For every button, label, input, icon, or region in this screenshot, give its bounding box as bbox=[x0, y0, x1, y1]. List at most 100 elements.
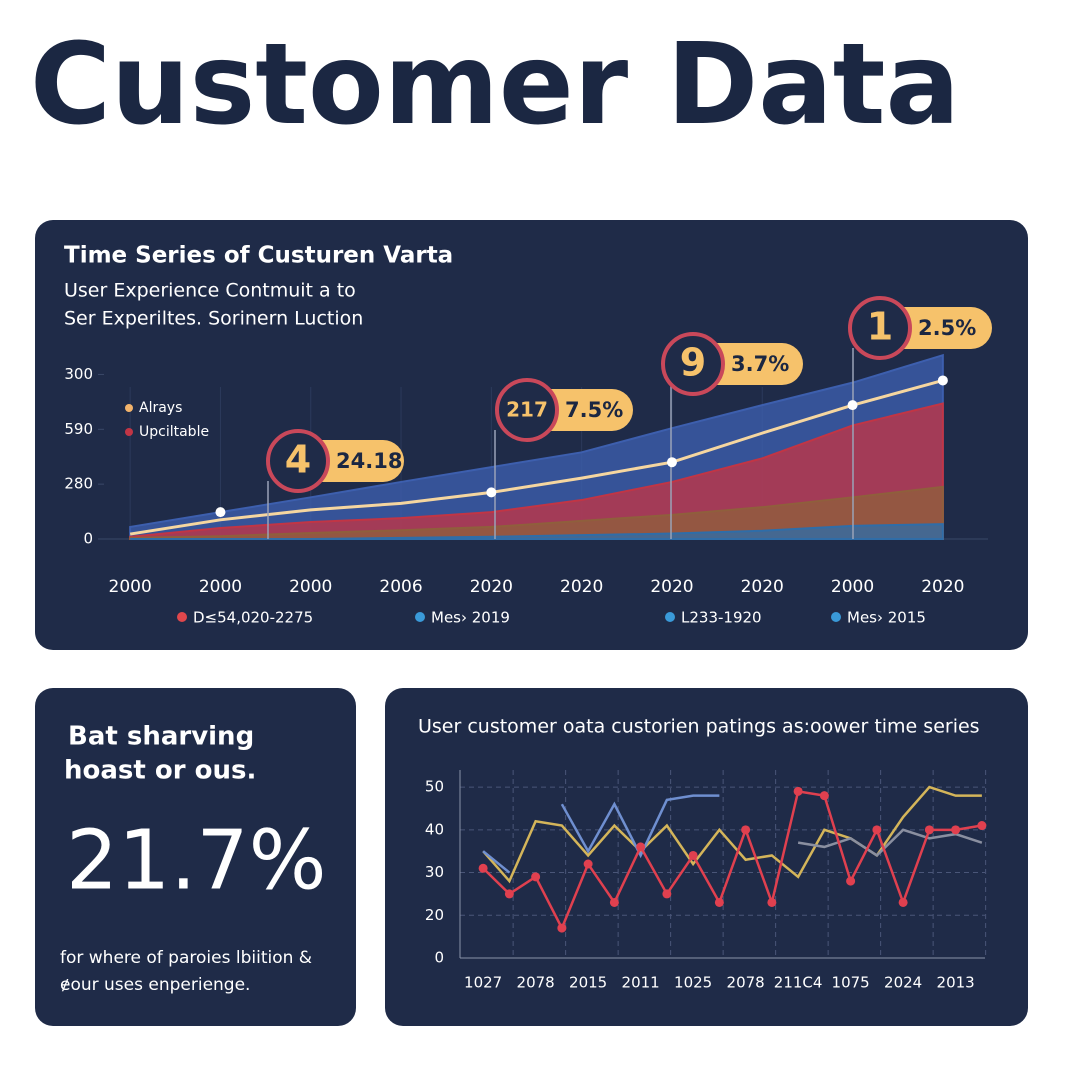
legend-label: Alrays bbox=[139, 400, 182, 416]
x-tick-label: 2078 bbox=[517, 974, 555, 992]
area bbox=[130, 523, 944, 540]
annotation-value: 7.5% bbox=[565, 398, 623, 422]
point bbox=[924, 825, 934, 835]
point bbox=[215, 507, 226, 518]
chart-title: User customer oata custorien patings as:… bbox=[418, 716, 980, 738]
card-caption: for where of paroies lbiition & bbox=[60, 948, 312, 968]
card bbox=[385, 688, 1028, 1026]
annotation-label: 4 bbox=[285, 438, 311, 482]
point bbox=[662, 889, 672, 899]
card-heading: Bat sharving bbox=[68, 722, 254, 752]
legend-label: L233-1920 bbox=[681, 609, 762, 627]
y-tick-label: 50 bbox=[425, 778, 444, 796]
annotation-value: 2.5% bbox=[918, 316, 976, 340]
line bbox=[129, 379, 944, 536]
point bbox=[819, 791, 829, 801]
point bbox=[531, 872, 541, 882]
legend-swatch bbox=[831, 612, 841, 622]
annotation-badge bbox=[266, 429, 330, 493]
x-tick-label: 2006 bbox=[379, 577, 422, 597]
area bbox=[129, 485, 944, 540]
line bbox=[482, 785, 982, 884]
point bbox=[846, 876, 856, 886]
y-tick-label: 0 bbox=[434, 949, 444, 967]
x-tick-label: 2013 bbox=[937, 974, 975, 992]
point bbox=[872, 825, 882, 835]
x-tick-label: 211C4 bbox=[774, 974, 823, 992]
chart-subtitle: User Experience Contmuit a to bbox=[64, 280, 356, 302]
y-tick-label: 20 bbox=[425, 906, 444, 924]
card bbox=[35, 688, 356, 1026]
area bbox=[129, 402, 944, 540]
x-tick-label: 2020 bbox=[560, 577, 603, 597]
line bbox=[482, 789, 983, 932]
y-tick-label: 590 bbox=[64, 420, 93, 438]
x-tick-label: 2020 bbox=[470, 577, 513, 597]
legend-label: Mes› 2019 bbox=[431, 609, 510, 627]
card-heading: hoast or ous. bbox=[64, 756, 256, 786]
y-tick-label: 280 bbox=[64, 475, 93, 493]
line bbox=[482, 794, 720, 874]
annotation-value: 24.18 bbox=[336, 449, 402, 473]
legend-swatch bbox=[125, 404, 133, 412]
legend-swatch bbox=[177, 612, 187, 622]
point bbox=[977, 821, 987, 831]
stat-value: 21.7% bbox=[66, 813, 327, 908]
annotation-badge bbox=[495, 378, 559, 442]
chart-title: Time Series of Custuren Varta bbox=[64, 243, 453, 269]
annotation-label: 1 bbox=[867, 305, 893, 349]
x-tick-label: 2015 bbox=[569, 974, 607, 992]
annotation-badge bbox=[848, 296, 912, 360]
y-tick-label: 300 bbox=[64, 365, 93, 383]
point bbox=[486, 487, 497, 498]
annotation-value: 3.7% bbox=[731, 352, 789, 376]
x-tick-label: 2020 bbox=[741, 577, 784, 597]
annotation-label: 217 bbox=[506, 398, 548, 422]
point bbox=[793, 786, 803, 796]
x-tick-label: 1025 bbox=[674, 974, 712, 992]
point bbox=[609, 897, 619, 907]
legend-swatch bbox=[125, 428, 133, 436]
point bbox=[741, 825, 751, 835]
page-title: Customer Data bbox=[30, 20, 960, 150]
point bbox=[937, 375, 948, 386]
legend-swatch bbox=[415, 612, 425, 622]
point bbox=[557, 923, 567, 933]
point bbox=[847, 400, 858, 411]
card-caption: ɇour uses enperienge. bbox=[60, 975, 250, 995]
y-tick-label: 30 bbox=[425, 863, 444, 881]
x-tick-label: 2000 bbox=[199, 577, 242, 597]
annotation-badge bbox=[661, 332, 725, 396]
point bbox=[898, 897, 908, 907]
x-tick-label: 2011 bbox=[622, 974, 660, 992]
point bbox=[478, 863, 488, 873]
x-tick-label: 2000 bbox=[831, 577, 874, 597]
x-tick-label: 2000 bbox=[109, 577, 152, 597]
legend-label: D≤54,020-2275 bbox=[193, 609, 313, 627]
point bbox=[688, 850, 698, 860]
point bbox=[714, 897, 724, 907]
point bbox=[951, 825, 961, 835]
legend-label: Mes› 2015 bbox=[847, 609, 926, 627]
x-tick-label: 1027 bbox=[464, 974, 502, 992]
y-tick-label: 40 bbox=[425, 820, 444, 838]
x-tick-label: 2078 bbox=[727, 974, 765, 992]
x-tick-label: 2020 bbox=[650, 577, 693, 597]
point bbox=[504, 889, 514, 899]
line bbox=[797, 828, 983, 858]
point bbox=[666, 457, 677, 468]
x-tick-label: 2000 bbox=[289, 577, 332, 597]
x-tick-label: 2020 bbox=[921, 577, 964, 597]
chart-subtitle: Ser Experiltes. Sorinern Luction bbox=[64, 308, 363, 330]
y-tick-label: 0 bbox=[83, 530, 93, 548]
x-tick-label: 2024 bbox=[884, 974, 922, 992]
point bbox=[767, 897, 777, 907]
x-tick-label: 1075 bbox=[832, 974, 870, 992]
point bbox=[583, 859, 593, 869]
legend-swatch bbox=[665, 612, 675, 622]
point bbox=[636, 842, 646, 852]
annotation-label: 9 bbox=[680, 341, 706, 385]
legend-label: Upciltable bbox=[139, 424, 209, 440]
